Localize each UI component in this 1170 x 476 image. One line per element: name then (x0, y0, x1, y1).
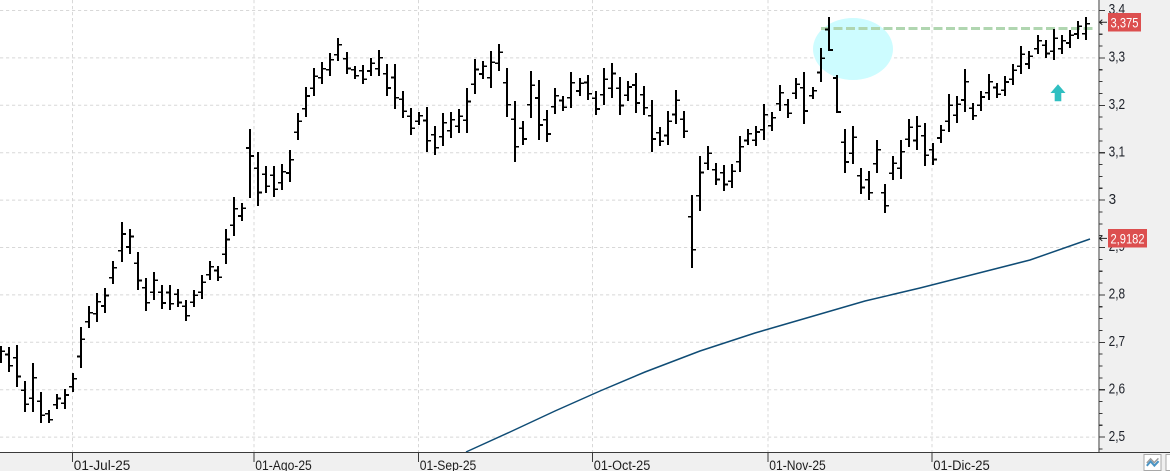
svg-text:2,8: 2,8 (1109, 287, 1126, 303)
svg-text:3,375: 3,375 (1111, 15, 1139, 30)
svg-text:3,1: 3,1 (1109, 144, 1126, 160)
svg-text:2,9182: 2,9182 (1111, 231, 1145, 246)
svg-text:01-Nov-25: 01-Nov-25 (769, 458, 826, 471)
svg-text:01-Ago-25: 01-Ago-25 (255, 458, 311, 471)
svg-text:3,3: 3,3 (1109, 50, 1126, 66)
svg-text:2,6: 2,6 (1109, 381, 1126, 397)
svg-text:01-Sep-25: 01-Sep-25 (420, 458, 477, 471)
svg-text:2,5: 2,5 (1109, 429, 1126, 445)
svg-text:01-Dic-25: 01-Dic-25 (933, 458, 990, 471)
svg-text:01-Jul-25: 01-Jul-25 (74, 458, 131, 471)
svg-text:2,7: 2,7 (1109, 334, 1126, 350)
svg-text:3,2: 3,2 (1109, 97, 1126, 113)
svg-text:01-Oct-25: 01-Oct-25 (594, 458, 651, 471)
svg-text:3: 3 (1109, 192, 1117, 208)
